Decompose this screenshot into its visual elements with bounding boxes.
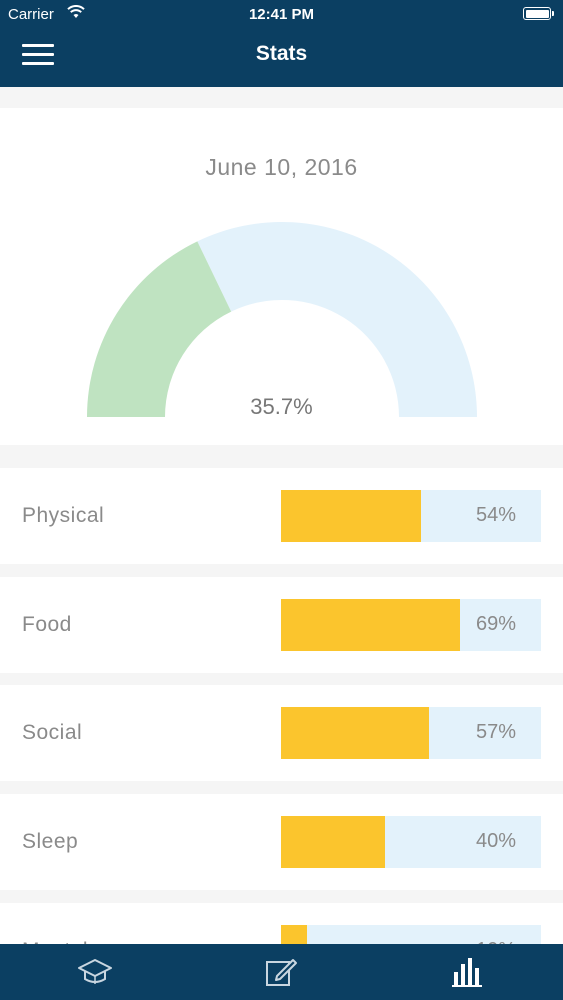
stat-row-physical[interactable]: Physical 54% [0,468,563,564]
stat-bar-track: 10% [281,925,541,944]
stat-row-mental[interactable]: Mental 10% [0,903,563,944]
status-bar: Carrier 12:41 PM [0,0,563,30]
stat-bar-track: 69% [281,599,541,651]
carrier-label: Carrier [8,6,54,23]
stat-bar-track: 40% [281,816,541,868]
stat-label: Food [22,613,72,636]
summary-date: June 10, 2016 [205,154,358,180]
stat-label: Sleep [22,830,79,853]
stat-bar-fill [281,490,422,542]
graduation-cap-icon [78,959,112,984]
wifi-icon [67,5,85,18]
stat-label: Physical [22,504,105,527]
top-bar: Carrier 12:41 PM Stats [0,0,563,87]
tab-stats[interactable] [428,944,508,1000]
progress-gauge [87,222,477,417]
stat-percent: 40% [475,830,516,852]
stat-percent: 69% [475,613,516,635]
battery-icon [523,7,554,20]
stat-bar-fill [281,707,430,759]
stat-bar-fill [281,925,307,944]
edit-icon [266,959,297,986]
stat-percent: 54% [475,504,516,526]
bar-chart-icon [452,958,482,987]
stat-bar-fill [281,599,461,651]
clock: 12:41 PM [248,6,315,23]
stat-bar-fill [281,816,385,868]
tab-journal[interactable] [241,944,321,1000]
stat-bar-track: 54% [281,490,541,542]
hamburger-line [22,53,54,56]
stat-row-food[interactable]: Food 69% [0,577,563,673]
stat-bar-track: 57% [281,707,541,759]
page-title: Stats [255,42,308,65]
menu-button[interactable] [22,44,54,66]
gauge-percent: 35.7% [250,394,313,419]
summary-card: June 10, 2016 35.7% [0,108,563,445]
gauge-filled-arc [87,241,232,417]
stat-percent: 57% [475,721,516,743]
stat-percent: 10% [476,939,516,944]
stat-row-sleep[interactable]: Sleep 40% [0,794,563,890]
tab-learn[interactable] [55,944,135,1000]
stat-label: Social [22,721,83,744]
tab-bar [0,944,563,1000]
hamburger-line [22,44,54,47]
hamburger-line [22,62,54,65]
stat-label: Mental [22,939,88,944]
gauge-remaining-arc [197,222,477,417]
stat-row-social[interactable]: Social 57% [0,685,563,781]
